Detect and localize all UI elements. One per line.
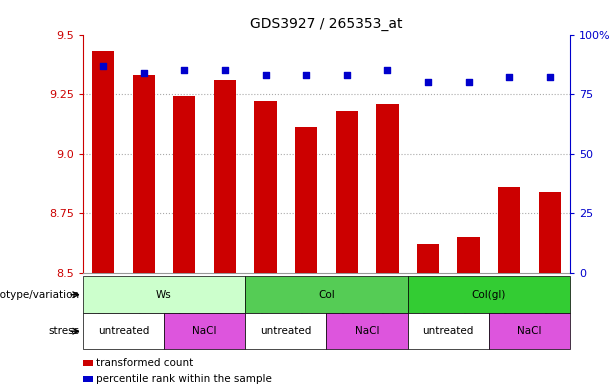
Bar <box>214 80 236 273</box>
Text: Col(gl): Col(gl) <box>471 290 506 300</box>
Text: stress: stress <box>48 326 80 336</box>
Bar <box>92 51 114 273</box>
Bar <box>376 104 398 273</box>
Text: percentile rank within the sample: percentile rank within the sample <box>96 374 272 384</box>
Text: NaCl: NaCl <box>517 326 542 336</box>
Text: untreated: untreated <box>422 326 474 336</box>
Point <box>220 67 230 73</box>
Text: NaCl: NaCl <box>192 326 217 336</box>
Point <box>301 72 311 78</box>
Point <box>139 70 148 76</box>
Point <box>545 74 555 81</box>
Bar <box>335 111 358 273</box>
Bar <box>498 187 520 273</box>
Bar <box>164 313 245 349</box>
Bar <box>417 244 439 273</box>
Point <box>261 72 270 78</box>
Text: NaCl: NaCl <box>355 326 379 336</box>
Bar <box>254 101 276 273</box>
Text: Ws: Ws <box>156 290 172 300</box>
Bar <box>489 313 570 349</box>
Bar <box>408 313 489 349</box>
Point <box>342 72 352 78</box>
Bar <box>173 96 196 273</box>
Bar <box>539 192 561 273</box>
Point <box>383 67 392 73</box>
Bar <box>245 313 326 349</box>
Text: genotype/variation: genotype/variation <box>0 290 80 300</box>
Bar <box>457 237 480 273</box>
Bar <box>326 313 408 349</box>
Bar <box>132 75 155 273</box>
Point <box>423 79 433 85</box>
Text: transformed count: transformed count <box>96 358 193 368</box>
Bar <box>83 313 164 349</box>
Title: GDS3927 / 265353_at: GDS3927 / 265353_at <box>250 17 403 31</box>
Bar <box>245 276 408 313</box>
Bar <box>408 276 570 313</box>
Text: untreated: untreated <box>260 326 311 336</box>
Bar <box>295 127 318 273</box>
Text: Col: Col <box>318 290 335 300</box>
Bar <box>83 276 245 313</box>
Point <box>98 63 108 69</box>
Point <box>180 67 189 73</box>
Point <box>504 74 514 81</box>
Point <box>463 79 473 85</box>
Text: untreated: untreated <box>97 326 149 336</box>
